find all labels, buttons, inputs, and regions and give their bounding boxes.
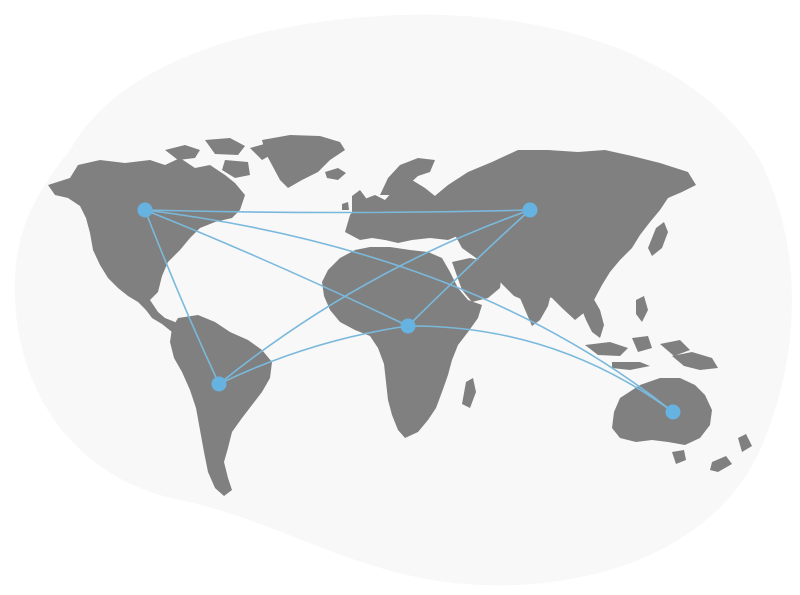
asia-landmass [430, 150, 696, 320]
new-zealand-landmass [710, 434, 752, 472]
route-south-america-to-africa [218, 325, 409, 385]
south-america-landmass [170, 315, 272, 496]
route-north-america-to-africa [144, 209, 409, 327]
connection-nodes [137, 202, 681, 420]
southeast-asia-landmass [578, 296, 604, 338]
tasmania-landmass [672, 450, 686, 464]
north-america-landmass [48, 158, 245, 312]
route-south-america-to-asia [218, 209, 531, 385]
scandinavia-landmass [380, 158, 435, 195]
arctic-islands [165, 138, 276, 178]
india-landmass [520, 280, 552, 326]
africa-landmass [322, 247, 482, 438]
route-north-america-to-south-america [144, 209, 220, 385]
japan-landmass [648, 222, 668, 256]
route-north-america-to-australia [144, 209, 674, 413]
continents [48, 135, 752, 496]
route-africa-to-australia [407, 325, 674, 413]
connection-routes [144, 209, 674, 413]
new-guinea-landmass [672, 352, 718, 370]
node-australia [665, 404, 681, 420]
route-north-america-to-asia [144, 209, 531, 214]
philippines-landmass [636, 296, 648, 322]
node-asia [522, 202, 538, 218]
greenland-landmass [262, 135, 345, 188]
central-america-landmass [146, 300, 180, 332]
node-north-america [137, 202, 153, 218]
madagascar-landmass [462, 378, 476, 408]
indonesia-landmass [585, 336, 690, 370]
route-africa-to-asia [407, 209, 531, 327]
iceland-landmass [325, 168, 346, 180]
british-isles-landmass [342, 190, 366, 212]
node-south-america [211, 376, 227, 392]
australia-landmass [612, 378, 712, 445]
node-africa [400, 318, 416, 334]
